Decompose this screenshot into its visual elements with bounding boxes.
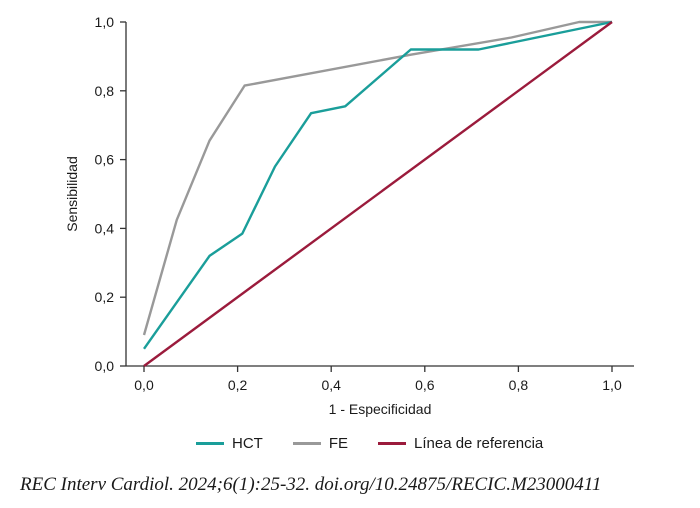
x-tick-label: 0,0 — [134, 377, 154, 393]
y-tick-label: 0,2 — [95, 289, 115, 305]
series-line-fe — [142, 20, 612, 336]
x-tick-label: 0,4 — [321, 377, 341, 393]
legend-item-hct: HCT — [196, 435, 263, 452]
y-axis-title: Sensibilidad — [64, 156, 80, 232]
legend-label-fe: FE — [328, 434, 348, 452]
legend-item-reference: Línea de referencia — [378, 435, 543, 452]
legend-swatch-fe — [292, 441, 321, 445]
series-layer — [142, 20, 613, 367]
y-tick-label: 0,8 — [95, 83, 115, 99]
x-tick-label: 0,8 — [509, 377, 529, 393]
y-tick-label: 0,6 — [95, 152, 115, 168]
ticks: 0,0 0,2 0,4 0,6 0,8 1,0 0,0 0,2 0,4 0,6 0,8 1,0 — [95, 14, 622, 393]
x-tick-label: 0,6 — [415, 377, 435, 393]
x-tick-label: 1,0 — [602, 377, 622, 393]
x-tick-label: 0,2 — [228, 377, 248, 393]
legend-item-fe: FE — [292, 434, 348, 452]
citation: REC Interv Cardiol. 2024;6(1):25-32. doi… — [20, 474, 602, 495]
legend: HCT FE Línea de referencia — [196, 432, 573, 454]
y-tick-label: 1,0 — [95, 14, 115, 30]
legend-swatch-reference — [378, 441, 406, 445]
legend-label-hct: HCT — [232, 434, 263, 452]
roc-chart: 0,0 0,2 0,4 0,6 0,8 1,0 0,0 0,2 0,4 0,6 0,8 1,0 1 -… — [64, 14, 634, 417]
series-line-reference — [143, 21, 613, 367]
y-tick-label: 0,4 — [95, 220, 115, 236]
axes — [125, 22, 634, 367]
series-line-hct — [143, 20, 613, 350]
x-axis-title: 1 - Especificidad — [329, 401, 432, 417]
legend-label-reference: Línea de referencia — [414, 434, 544, 452]
y-tick-label: 0,0 — [95, 358, 115, 374]
legend-swatch-hct — [196, 441, 224, 445]
